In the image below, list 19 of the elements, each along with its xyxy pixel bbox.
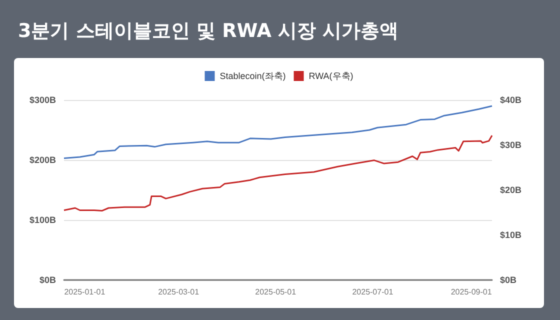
y2-tick-label: $10B bbox=[500, 230, 522, 240]
y2-tick-label: $20B bbox=[500, 185, 522, 195]
y-tick-label: $100B bbox=[29, 215, 56, 225]
y-tick-label: $0B bbox=[39, 275, 56, 285]
line-series bbox=[63, 105, 493, 159]
y2-tick-label: $0B bbox=[500, 275, 518, 285]
legend-label: RWA(우축) bbox=[308, 71, 354, 81]
y2-tick-label: $40B bbox=[500, 95, 522, 105]
y-tick-label: $200B bbox=[29, 155, 56, 165]
x-tick-label: 2025-01-01 bbox=[64, 288, 106, 296]
x-tick-label: 2025-03-01 bbox=[158, 288, 200, 296]
y-tick-label: $300B bbox=[29, 95, 56, 105]
chart-title: 3분기 스테이블코인 및 RWA 시장 시가총액 bbox=[18, 19, 399, 44]
x-tick-label: 2025-05-01 bbox=[255, 288, 297, 296]
legend-label: Stablecoin(좌축) bbox=[220, 71, 286, 81]
x-tick-label: 2025-07-01 bbox=[352, 288, 394, 296]
x-tick-label: 2025-09-01 bbox=[450, 288, 492, 296]
line-series bbox=[63, 134, 493, 212]
y2-tick-label: $30B bbox=[500, 140, 522, 150]
